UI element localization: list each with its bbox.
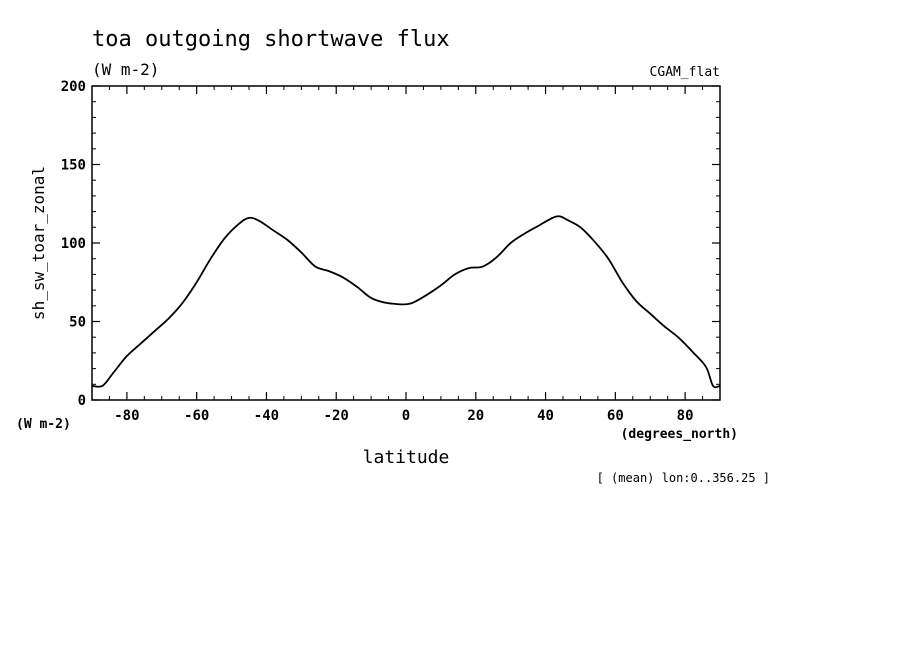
x-tick-label-8: 80 (677, 408, 694, 424)
y-units-label: (W m-2) (16, 417, 71, 432)
x-tick-label-1: -60 (184, 408, 209, 424)
x-tick-label-0: -80 (114, 408, 139, 424)
x-tick-label-6: 40 (537, 408, 554, 424)
y-tick-label-2: 100 (61, 236, 86, 252)
chart-subtitle: (W m-2) (92, 60, 159, 79)
x-axis-label: latitude (363, 447, 450, 468)
x-tick-labels: -80 -60 -40 -20 0 20 40 60 80 (114, 408, 693, 424)
y-tick-label-1: 50 (69, 315, 86, 331)
y-axis-label: sh_sw_toar_zonal (29, 166, 48, 320)
plot-frame (91, 85, 721, 401)
x-tick-label-2: -40 (254, 408, 279, 424)
x-tick-label-4: 0 (402, 408, 410, 424)
y-tick-labels: 0 50 100 150 200 (61, 79, 86, 409)
x-tick-label-7: 60 (607, 408, 624, 424)
y-tick-label-4: 200 (61, 79, 86, 95)
series-line (91, 215, 721, 389)
y-tick-label-0: 0 (78, 393, 86, 409)
dataset-label: CGAM_flat (650, 65, 720, 80)
axis-ticks (92, 85, 720, 401)
y-tick-label-3: 150 (61, 158, 86, 174)
x-tick-label-3: -20 (324, 408, 349, 424)
x-units-label: (degrees_north) (621, 427, 738, 442)
mean-annotation: [ (mean) lon:0..356.25 ] (597, 471, 770, 485)
chart-title: toa outgoing shortwave flux (92, 27, 450, 52)
x-tick-label-5: 20 (467, 408, 484, 424)
